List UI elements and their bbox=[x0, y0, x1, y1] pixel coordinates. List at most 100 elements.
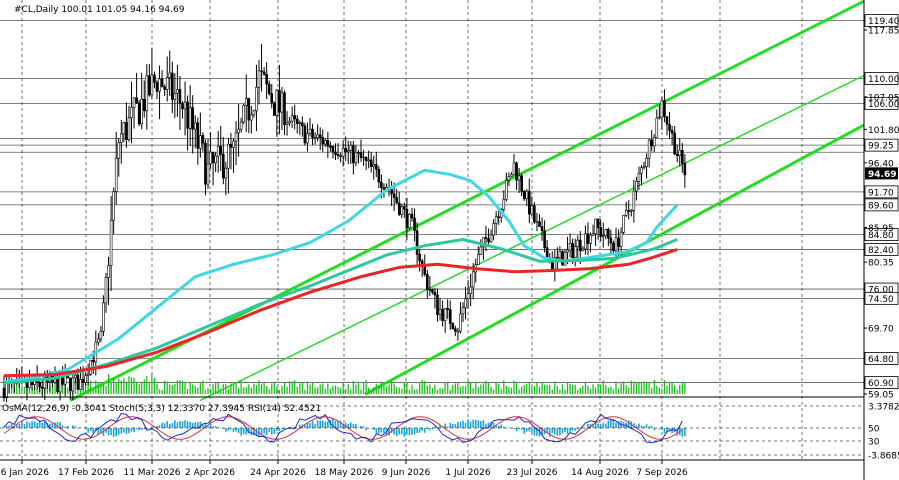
candle-body bbox=[619, 231, 623, 248]
candle-body bbox=[97, 338, 100, 343]
candle-body bbox=[112, 191, 115, 221]
candle-body bbox=[196, 122, 200, 149]
candle-body bbox=[216, 145, 220, 157]
candle-body bbox=[420, 260, 424, 265]
candle-body bbox=[234, 132, 238, 142]
candle-body bbox=[56, 378, 59, 393]
candle-body bbox=[568, 243, 572, 251]
candle-body bbox=[640, 167, 643, 174]
candle-body bbox=[558, 250, 562, 258]
price-tick-label: 96.40 bbox=[868, 159, 894, 169]
candle-body bbox=[380, 181, 383, 188]
candle-body bbox=[148, 75, 151, 96]
level-label: 89.60 bbox=[868, 201, 894, 211]
candle-body bbox=[318, 134, 322, 138]
candle-body bbox=[428, 289, 432, 291]
candle-body bbox=[130, 106, 133, 119]
candle-body bbox=[71, 377, 75, 392]
candle-body bbox=[237, 128, 240, 134]
candle-body bbox=[280, 92, 284, 113]
candle-body bbox=[86, 373, 90, 376]
stoch-main-line bbox=[3, 412, 683, 444]
candle-body bbox=[584, 233, 587, 250]
candle-body bbox=[109, 219, 113, 266]
level-label: 60.90 bbox=[868, 379, 894, 389]
candle-body bbox=[229, 144, 233, 148]
candle-body bbox=[505, 179, 508, 200]
candle-body bbox=[242, 105, 245, 123]
candle-body bbox=[612, 242, 615, 252]
candle-body bbox=[466, 293, 470, 300]
candle-body bbox=[125, 122, 128, 141]
candle-body bbox=[201, 135, 205, 144]
candle-body bbox=[566, 249, 569, 253]
candle-body bbox=[665, 116, 669, 125]
candle-body bbox=[622, 215, 625, 233]
candle-body bbox=[405, 208, 409, 229]
candle-body bbox=[352, 144, 355, 164]
candle-body bbox=[341, 148, 345, 157]
candle-body bbox=[510, 174, 513, 177]
candle-body bbox=[413, 217, 416, 231]
candle-body bbox=[295, 118, 299, 124]
candle-body bbox=[158, 78, 161, 92]
candle-body bbox=[599, 227, 603, 237]
candle-body bbox=[247, 98, 251, 121]
candle-body bbox=[627, 210, 631, 212]
candle-body bbox=[173, 92, 177, 100]
candle-body bbox=[267, 83, 271, 94]
candle-body bbox=[359, 152, 363, 158]
candle-body bbox=[678, 150, 682, 156]
candle-body bbox=[181, 102, 184, 110]
level-tag bbox=[864, 96, 899, 110]
candle-body bbox=[285, 122, 289, 125]
candle-body bbox=[459, 313, 462, 332]
date-tick-label: 24 Apr 2026 bbox=[250, 468, 306, 478]
candle-body bbox=[303, 125, 307, 144]
candle-body bbox=[135, 97, 138, 104]
candle-body bbox=[484, 237, 488, 239]
candle-body bbox=[191, 107, 194, 130]
candle-body bbox=[102, 302, 105, 332]
candle-body bbox=[142, 98, 146, 112]
ema-line bbox=[3, 238, 678, 385]
candle-body bbox=[257, 70, 261, 88]
candle-body bbox=[415, 230, 419, 255]
candle-body bbox=[171, 72, 174, 100]
candle-body bbox=[609, 237, 613, 244]
candle-body bbox=[456, 330, 460, 333]
candle-body bbox=[262, 71, 266, 75]
level-label: 110.00 bbox=[868, 75, 899, 85]
candle-body bbox=[454, 328, 457, 332]
candle-body bbox=[642, 166, 646, 169]
candle-body bbox=[104, 277, 108, 304]
price-tick-label: 101.80 bbox=[868, 126, 899, 136]
candle-body bbox=[403, 206, 406, 210]
date-tick-label: 26 Jan 2026 bbox=[0, 468, 49, 478]
candle-body bbox=[168, 72, 172, 78]
level-tag bbox=[864, 376, 899, 389]
candle-body bbox=[224, 167, 228, 179]
price-tick-label: 69.70 bbox=[868, 325, 894, 335]
candle-body bbox=[438, 308, 442, 316]
candle-body bbox=[530, 205, 534, 215]
candle-body bbox=[464, 298, 467, 308]
candle-body bbox=[540, 226, 544, 232]
candle-body bbox=[410, 213, 414, 219]
candle-body bbox=[515, 162, 518, 181]
candle-body bbox=[372, 164, 376, 167]
candle-body bbox=[122, 122, 126, 135]
candle-body bbox=[40, 386, 44, 389]
candle-body bbox=[563, 251, 567, 266]
candle-body bbox=[489, 234, 493, 243]
candle-body bbox=[469, 286, 472, 294]
candle-body bbox=[2, 387, 6, 398]
candle-body bbox=[601, 235, 605, 238]
candle-body bbox=[617, 237, 620, 248]
candle-body bbox=[367, 159, 370, 162]
price-tick-label: 85.95 bbox=[868, 224, 894, 234]
date-tick-label: 18 May 2026 bbox=[315, 468, 374, 478]
candle-body bbox=[446, 307, 450, 310]
candle-body bbox=[658, 116, 661, 119]
